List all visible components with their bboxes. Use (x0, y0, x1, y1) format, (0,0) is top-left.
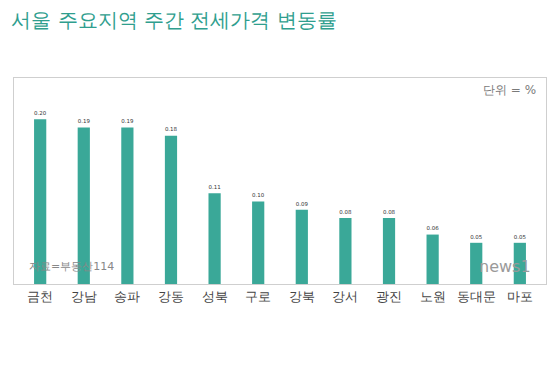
svg-text:0.05: 0.05 (470, 234, 482, 240)
svg-text:news1: news1 (479, 257, 531, 276)
svg-text:0.20: 0.20 (34, 110, 47, 116)
svg-text:강북: 강북 (289, 289, 315, 304)
svg-text:서울 주요지역 주간 전세가격 변동률: 서울 주요지역 주간 전세가격 변동률 (11, 8, 336, 32)
svg-text:강서: 강서 (332, 289, 358, 304)
svg-text:마포: 마포 (507, 289, 533, 304)
svg-text:강동: 강동 (158, 289, 184, 304)
svg-text:성북: 성북 (202, 289, 228, 304)
svg-text:0.19: 0.19 (121, 118, 134, 124)
svg-text:0.18: 0.18 (165, 126, 178, 132)
svg-text:금천: 금천 (27, 289, 53, 304)
svg-text:송파: 송파 (114, 289, 140, 304)
svg-text:0.10: 0.10 (252, 192, 265, 198)
svg-text:0.08: 0.08 (339, 209, 352, 215)
svg-text:구로: 구로 (245, 289, 271, 304)
svg-text:동대문: 동대문 (457, 289, 496, 304)
svg-text:광진: 광진 (376, 289, 402, 304)
svg-text:강남: 강남 (71, 289, 97, 304)
svg-text:0.08: 0.08 (383, 209, 396, 215)
svg-text:자료=부동산114: 자료=부동산114 (29, 260, 114, 273)
svg-text:0.09: 0.09 (296, 201, 309, 207)
svg-text:노원: 노원 (420, 289, 446, 304)
svg-text:0.11: 0.11 (209, 184, 221, 190)
svg-text:0.19: 0.19 (78, 118, 91, 124)
svg-text:단위 = %: 단위 = % (483, 83, 536, 97)
svg-text:0.06: 0.06 (427, 225, 440, 231)
svg-text:0.05: 0.05 (514, 234, 526, 240)
